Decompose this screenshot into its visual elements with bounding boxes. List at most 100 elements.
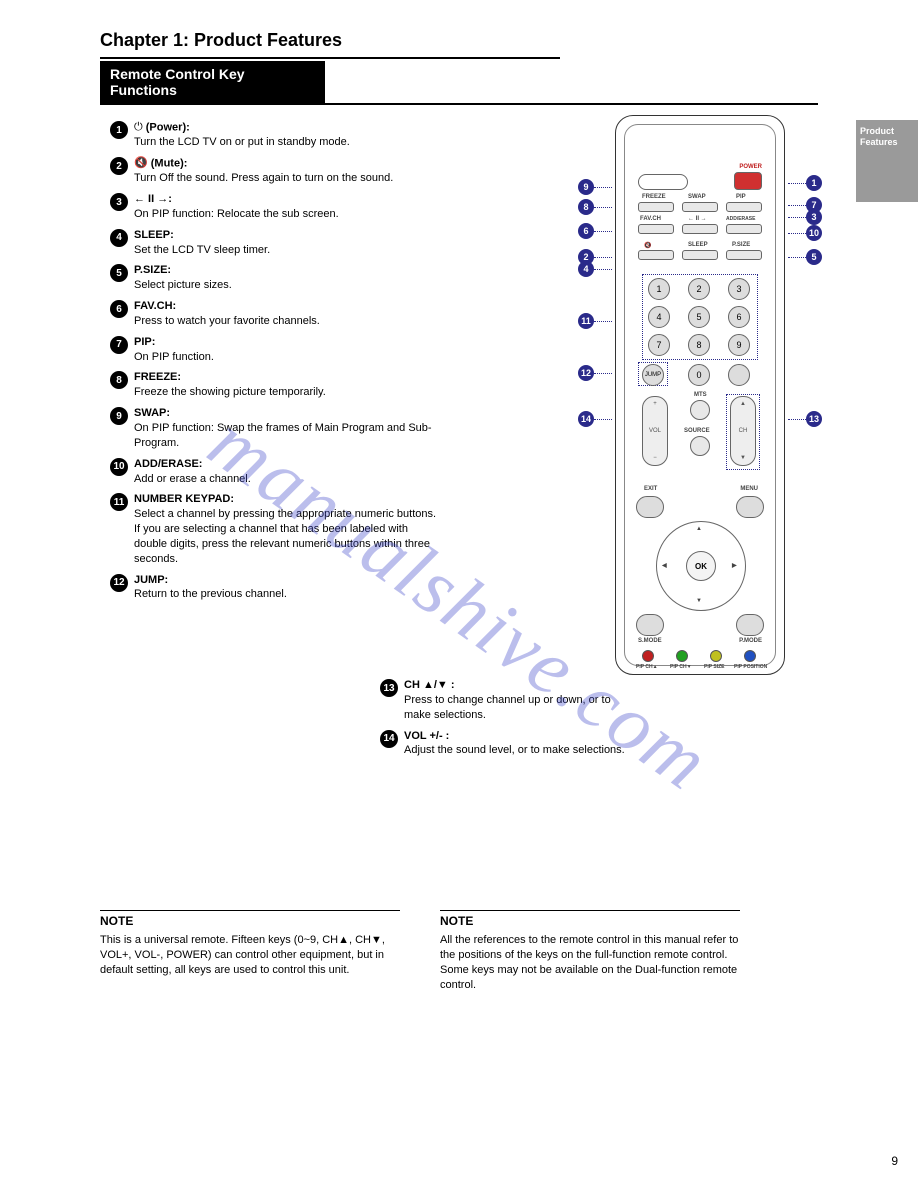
extra-button[interactable]	[728, 364, 750, 386]
item-label: VOL +/- :	[404, 730, 449, 742]
arrows-label: ← II →	[688, 216, 707, 222]
adderase-label: ADD/ERASE	[726, 216, 755, 222]
item-desc: Turn the LCD TV on or put in standby mod…	[134, 135, 350, 150]
pmode-label: P.MODE	[739, 638, 762, 644]
item-number: 4	[110, 229, 128, 247]
num-6[interactable]: 6	[728, 306, 750, 328]
item-number: 3	[110, 193, 128, 211]
num-3[interactable]: 3	[728, 278, 750, 300]
mts-button[interactable]	[690, 400, 710, 420]
item-number: 6	[110, 300, 128, 318]
adderase-button[interactable]	[726, 224, 762, 234]
item-label: (Power):	[146, 121, 190, 133]
freeze-button[interactable]	[638, 202, 674, 212]
jump-button[interactable]: JUMP	[642, 364, 664, 386]
num-1[interactable]: 1	[648, 278, 670, 300]
num-7[interactable]: 7	[648, 334, 670, 356]
item-number: 9	[110, 407, 128, 425]
pippos-label: PIP POSITION	[734, 664, 767, 670]
item-14: 14 VOL +/- : Adjust the sound level, or …	[380, 729, 630, 759]
psize-label: P.SIZE	[732, 242, 750, 248]
yellow-dot[interactable]	[710, 650, 722, 662]
note-left: NOTE This is a universal remote. Fifteen…	[100, 910, 400, 993]
item-desc: Select a channel by pressing the appropr…	[134, 507, 440, 566]
exit-button[interactable]	[636, 496, 664, 518]
vol-rocker[interactable]: + VOL −	[642, 396, 668, 466]
arrows-button[interactable]	[682, 224, 718, 234]
num-2[interactable]: 2	[688, 278, 710, 300]
num-4[interactable]: 4	[648, 306, 670, 328]
item-label: SWAP:	[134, 407, 170, 419]
vol-minus: −	[653, 455, 657, 461]
item-label: CH ▲/▼ :	[404, 679, 455, 691]
item-desc: Add or erase a channel.	[134, 472, 251, 487]
callout-6: 6	[578, 223, 612, 239]
ch-up: ▲	[740, 401, 746, 407]
callout-5: 5	[788, 249, 822, 265]
source-button[interactable]	[690, 436, 710, 456]
vol-plus: +	[653, 401, 657, 407]
callout-10: 10	[788, 225, 822, 241]
ch-rocker[interactable]: ▲ CH ▼	[730, 396, 756, 466]
num-8[interactable]: 8	[688, 334, 710, 356]
item-label: ← II →:	[134, 193, 172, 205]
smode-label: S.MODE	[638, 638, 662, 644]
item-13: 13 CH ▲/▼ : Press to change channel up o…	[380, 678, 630, 723]
note-body: All the references to the remote control…	[440, 933, 740, 992]
notes-row: NOTE This is a universal remote. Fifteen…	[100, 910, 740, 993]
pmode-button[interactable]	[736, 614, 764, 636]
item-label: PIP:	[134, 336, 155, 348]
remote-body: POWER FREEZE SWAP PIP FAV.CH ← II → ADD/…	[615, 115, 785, 675]
green-dot[interactable]	[676, 650, 688, 662]
favch-button[interactable]	[638, 224, 674, 234]
item-1: 1 ⏻ (Power): Turn the LCD TV on or put i…	[110, 120, 440, 150]
callout-14: 14	[578, 411, 612, 427]
swap-button[interactable]	[682, 202, 718, 212]
callout-13: 13	[788, 411, 822, 427]
power-label: POWER	[739, 164, 762, 170]
callout-4: 4	[578, 261, 612, 277]
item-7: 7 PIP: On PIP function.	[110, 335, 440, 365]
callout-12: 12	[578, 365, 612, 381]
item-label: ADD/ERASE:	[134, 458, 202, 470]
exit-label: EXIT	[644, 486, 657, 492]
item-label: FREEZE:	[134, 371, 181, 383]
item-label: FAV.CH:	[134, 300, 176, 312]
power-button[interactable]	[734, 172, 762, 190]
mute-icon-label: 🔇	[644, 242, 651, 249]
item-desc: Freeze the showing picture temporarily.	[134, 385, 326, 400]
item-desc: On PIP function: Swap the frames of Main…	[134, 421, 440, 451]
red-dot[interactable]	[642, 650, 654, 662]
menu-button[interactable]	[736, 496, 764, 518]
remote-diagram: POWER FREEZE SWAP PIP FAV.CH ← II → ADD/…	[590, 115, 810, 675]
item-desc: Return to the previous channel.	[134, 587, 287, 602]
item-number: 13	[380, 679, 398, 697]
item-number: 8	[110, 371, 128, 389]
item-number: 2	[110, 157, 128, 175]
callout-3: 3	[788, 209, 822, 225]
note-head: NOTE	[440, 910, 740, 929]
item-9: 9 SWAP: On PIP function: Swap the frames…	[110, 406, 440, 451]
sleep-button[interactable]	[682, 250, 718, 260]
num-0[interactable]: 0	[688, 364, 710, 386]
sleep-label: SLEEP	[688, 242, 708, 248]
blue-dot[interactable]	[744, 650, 756, 662]
item-11: 11 NUMBER KEYPAD: Select a channel by pr…	[110, 492, 440, 566]
ch-label: CH	[739, 428, 748, 434]
smode-button[interactable]	[636, 614, 664, 636]
item-3: 3 ← II →: On PIP function: Relocate the …	[110, 192, 440, 222]
psize-button[interactable]	[726, 250, 762, 260]
pip-button[interactable]	[726, 202, 762, 212]
item-number: 12	[110, 574, 128, 592]
num-9[interactable]: 9	[728, 334, 750, 356]
pipchdn-label: PIP CH▼	[670, 664, 692, 670]
item-desc: On PIP function: Relocate the sub screen…	[134, 207, 339, 222]
num-5[interactable]: 5	[688, 306, 710, 328]
mute-button[interactable]	[638, 250, 674, 260]
item-number: 10	[110, 458, 128, 476]
freeze-label: FREEZE	[642, 194, 666, 200]
section-bar: Remote Control Key Functions	[100, 61, 818, 105]
side-tab: Product Features	[856, 120, 918, 202]
item-label: SLEEP:	[134, 229, 174, 241]
ok-button[interactable]: OK	[686, 551, 716, 581]
